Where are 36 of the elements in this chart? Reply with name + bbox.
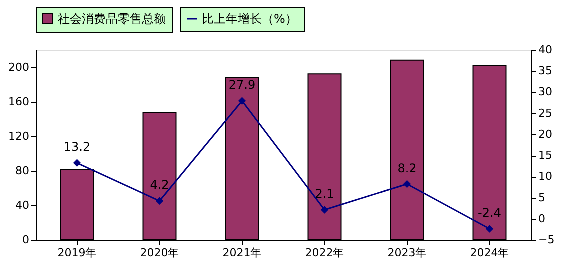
- y2-tick-label: 0: [538, 212, 546, 226]
- x-tick-label: 2023年: [388, 246, 427, 260]
- point: [156, 197, 164, 206]
- data-label: 13.2: [64, 140, 91, 154]
- y-tick-label: 200: [8, 60, 30, 74]
- x-tick-label: 2024年: [470, 246, 510, 260]
- y2-tick-label: 25: [538, 106, 552, 120]
- point: [238, 97, 246, 105]
- legend-label: 比上年增长（%）: [202, 12, 298, 26]
- data-label: -2.4: [478, 206, 502, 220]
- x-tick-label: 2019年: [58, 246, 97, 260]
- x-tick-label: 2020年: [140, 246, 180, 260]
- point: [403, 180, 412, 188]
- data-label: 2.1: [315, 187, 334, 202]
- y2-tick-label: 5: [538, 191, 546, 204]
- y-tick-label: 80: [16, 164, 30, 178]
- y2-tick-label: −5: [538, 234, 555, 246]
- y-tick-label: 0: [22, 234, 30, 246]
- y2-tick-label: 10: [538, 170, 552, 184]
- point: [320, 206, 329, 214]
- data-label: 4.2: [150, 178, 170, 192]
- data-label: 8.2: [398, 161, 417, 176]
- point: [73, 159, 82, 168]
- y2-tick-label: 15: [538, 149, 552, 162]
- y-tick-label: 40: [16, 198, 30, 212]
- x-tick-label: 2021年: [222, 246, 262, 260]
- data-label: 27.9: [228, 78, 256, 92]
- y2-tick-label: 35: [538, 64, 552, 78]
- y2-tick-label: 20: [538, 128, 552, 141]
- y-tick-label: 160: [8, 95, 30, 108]
- y2-tick-label: 40: [538, 44, 552, 56]
- point: [486, 225, 494, 233]
- legend-label: 社会消费品零售总额: [58, 12, 166, 26]
- y-tick-label: 120: [8, 130, 30, 143]
- y2-tick-label: 30: [538, 86, 552, 99]
- x-tick-label: 2022年: [305, 246, 344, 260]
